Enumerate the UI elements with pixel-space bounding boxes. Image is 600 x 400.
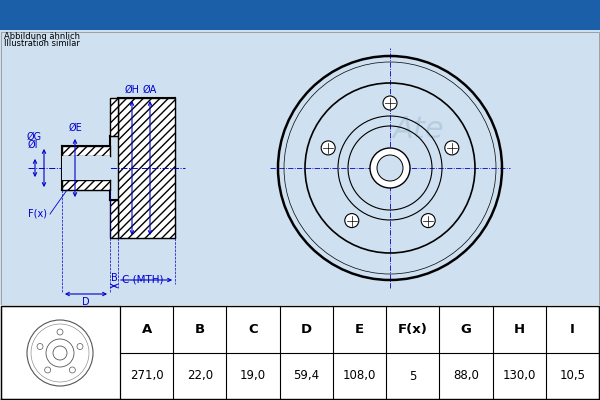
Text: 24.0122-0109.1    422109: 24.0122-0109.1 422109	[170, 6, 430, 24]
Text: Illustration similar: Illustration similar	[4, 39, 80, 48]
Text: Abbildung ähnlich: Abbildung ähnlich	[4, 32, 80, 41]
Text: D: D	[301, 323, 312, 336]
Polygon shape	[118, 98, 175, 238]
Text: I: I	[570, 323, 575, 336]
Text: F(x): F(x)	[398, 323, 428, 336]
Text: F(x): F(x)	[28, 209, 47, 219]
Polygon shape	[62, 180, 110, 190]
Text: Ate: Ate	[392, 116, 444, 144]
Circle shape	[370, 148, 410, 188]
Text: ØE: ØE	[68, 123, 82, 133]
Text: 10,5: 10,5	[559, 370, 586, 382]
Text: D: D	[82, 297, 90, 307]
Circle shape	[345, 214, 359, 228]
FancyBboxPatch shape	[0, 31, 600, 305]
Polygon shape	[62, 146, 110, 156]
Text: E: E	[355, 323, 364, 336]
Text: B: B	[110, 273, 118, 283]
Text: ØA: ØA	[143, 85, 157, 95]
Text: C (MTH): C (MTH)	[122, 275, 163, 285]
Text: 5: 5	[409, 370, 416, 382]
Circle shape	[77, 344, 83, 350]
Text: 19,0: 19,0	[240, 370, 266, 382]
Circle shape	[37, 344, 43, 350]
Polygon shape	[110, 98, 118, 136]
Circle shape	[44, 367, 50, 373]
Circle shape	[383, 96, 397, 110]
Circle shape	[321, 141, 335, 155]
Circle shape	[57, 329, 63, 335]
Text: B: B	[195, 323, 205, 336]
Text: 59,4: 59,4	[293, 370, 319, 382]
Circle shape	[421, 214, 435, 228]
Text: 271,0: 271,0	[130, 370, 163, 382]
Text: C: C	[248, 323, 258, 336]
Text: ØG: ØG	[27, 132, 42, 142]
Text: H: H	[514, 323, 525, 336]
FancyBboxPatch shape	[0, 0, 600, 30]
FancyBboxPatch shape	[0, 305, 600, 400]
Text: G: G	[461, 323, 472, 336]
Text: 130,0: 130,0	[502, 370, 536, 382]
Circle shape	[70, 367, 76, 373]
Text: 88,0: 88,0	[453, 370, 479, 382]
Circle shape	[377, 155, 403, 181]
Text: A: A	[142, 323, 152, 336]
Circle shape	[445, 141, 459, 155]
Polygon shape	[62, 156, 110, 180]
Circle shape	[53, 346, 67, 360]
Text: 22,0: 22,0	[187, 370, 213, 382]
Polygon shape	[110, 200, 118, 238]
Text: ØH: ØH	[125, 85, 139, 95]
Text: 108,0: 108,0	[343, 370, 376, 382]
Text: ØI: ØI	[28, 140, 38, 150]
